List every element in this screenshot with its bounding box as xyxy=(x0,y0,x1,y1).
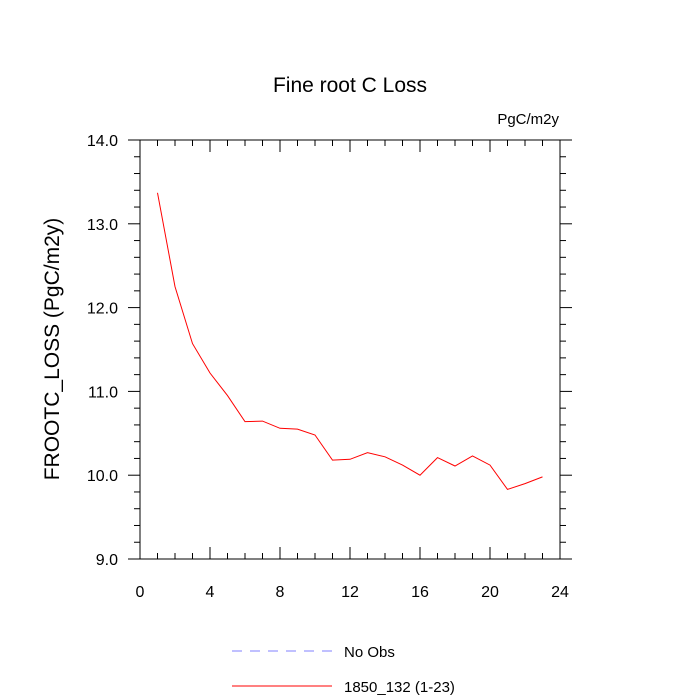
y-tick-label: 11.0 xyxy=(88,384,118,401)
legend-label: 1850_132 (1-23) xyxy=(344,679,455,696)
series-line xyxy=(157,192,543,490)
chart-title: Fine root C Loss xyxy=(273,74,427,97)
x-tick-label: 12 xyxy=(341,584,359,601)
y-tick-label: 13.0 xyxy=(87,217,118,234)
y-tick-label: 12.0 xyxy=(87,301,118,318)
x-tick-label: 24 xyxy=(551,584,569,601)
x-tick-label: 8 xyxy=(276,584,285,601)
legend-label: No Obs xyxy=(344,644,395,661)
series-layer xyxy=(157,192,543,490)
x-tick-label: 0 xyxy=(136,584,145,601)
x-tick-label: 16 xyxy=(411,584,429,601)
y-tick-label: 10.0 xyxy=(87,468,118,485)
y-tick-label: 9.0 xyxy=(96,552,118,569)
axis-ticks xyxy=(128,139,572,560)
x-tick-label: 4 xyxy=(206,584,215,601)
axis-tick-labels: 0 4 8 12 16 20 24 9.0 10.0 11.0 12.0 13.0 14.0 xyxy=(87,133,569,601)
plot-frame xyxy=(139,139,561,560)
legend: No Obs 1850_132 (1-23) xyxy=(232,644,455,696)
x-tick-label: 20 xyxy=(481,584,499,601)
y-axis-label: FROOTC_LOSS (PgC/m2y) xyxy=(41,218,64,481)
y-tick-label: 14.0 xyxy=(87,133,118,150)
units-label: PgC/m2y xyxy=(497,111,559,128)
